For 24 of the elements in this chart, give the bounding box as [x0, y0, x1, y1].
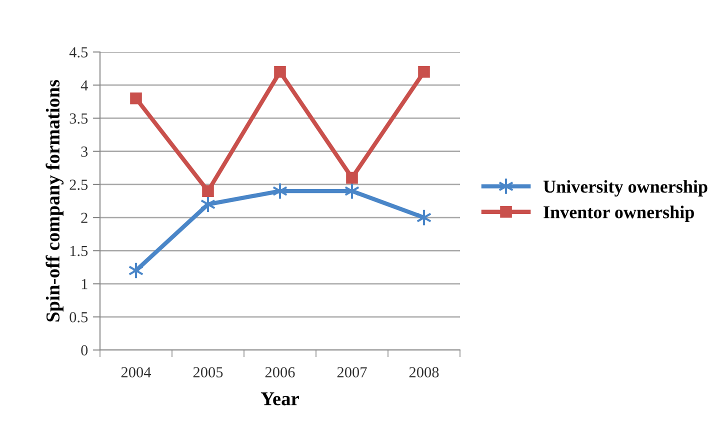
- y-tick-label: 2: [81, 212, 88, 223]
- point: [418, 66, 430, 78]
- y-tick-label: 2.5: [70, 180, 88, 190]
- x-tick-label: 2006: [265, 367, 295, 378]
- x-tick-label: 2004: [121, 367, 152, 378]
- point: [202, 185, 214, 197]
- y-tick-label: 1: [82, 278, 88, 290]
- point: [274, 66, 286, 78]
- y-tick-label: 4: [80, 80, 88, 90]
- y-axis-title: Spin-off company formations: [46, 80, 64, 322]
- x-tick-label: 2007: [337, 367, 367, 378]
- y-tick-label: 3.5: [70, 113, 88, 124]
- point: [130, 92, 142, 104]
- y-tick-label: 0: [81, 345, 88, 356]
- x-axis-title: Year: [260, 392, 300, 406]
- y-tick-label: 0.5: [70, 312, 88, 322]
- legend-label: University ownership: [543, 180, 708, 197]
- point: [346, 172, 358, 184]
- y-tick-label: 3: [81, 146, 88, 157]
- y-tick-label: 1.5: [70, 246, 88, 256]
- x-tick-label: 2008: [409, 367, 439, 378]
- legend-label: Inventor ownership: [544, 206, 694, 222]
- y-tick-label: 4.5: [69, 47, 88, 58]
- x-tick-label: 2005: [193, 367, 223, 378]
